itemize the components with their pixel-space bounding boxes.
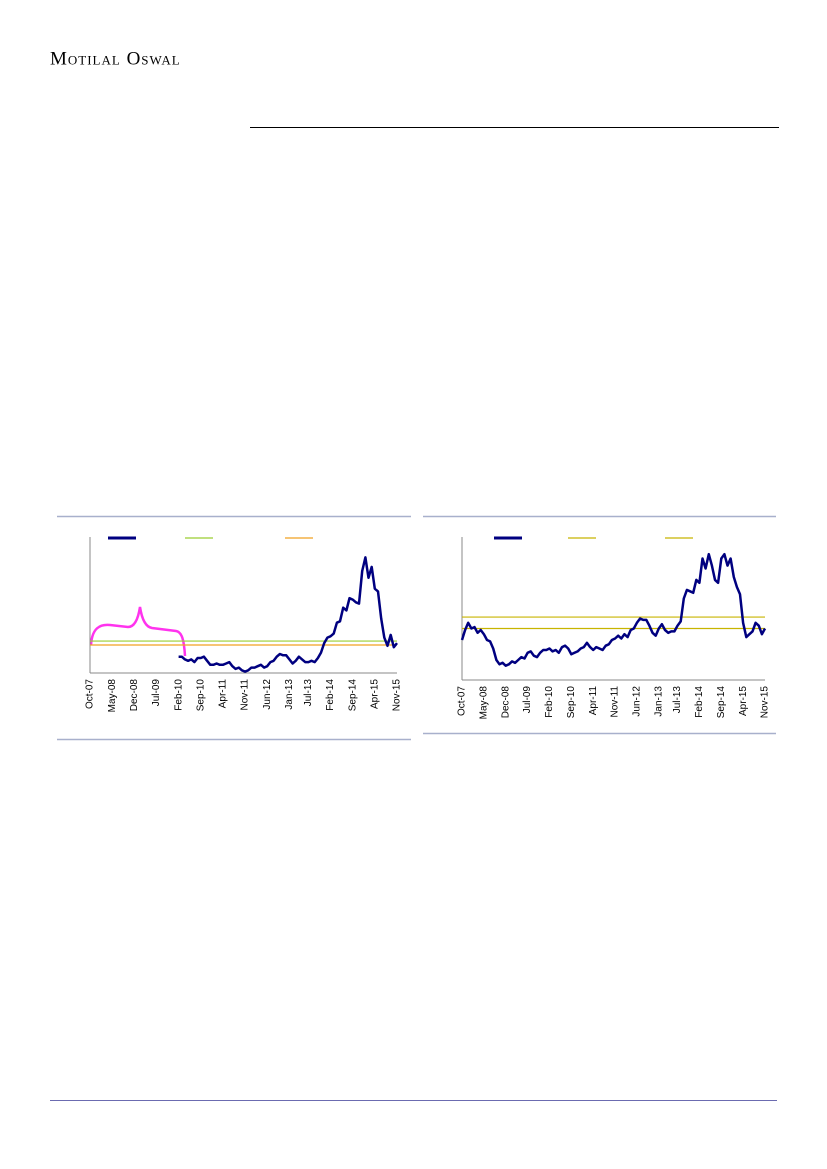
- x-tick-label: Nov-15: [392, 679, 403, 712]
- x-tick-label: Feb-10: [173, 679, 184, 711]
- data-line: [178, 556, 398, 673]
- x-tick-label: Sep-14: [347, 679, 358, 712]
- x-tick-label: Jul-09: [522, 686, 533, 714]
- x-tick-label: Oct-07: [457, 686, 468, 716]
- x-tick-label: Dec-08: [500, 686, 511, 719]
- x-tick-label: Feb-14: [694, 686, 705, 718]
- x-tick-label: Jul-09: [151, 679, 162, 707]
- x-tick-label: Apr-15: [738, 686, 749, 716]
- x-tick-label: May-08: [479, 686, 490, 720]
- x-tick-label: Apr-11: [588, 686, 599, 716]
- x-tick-label: May-08: [107, 679, 118, 713]
- x-tick-label: Sep-10: [195, 679, 206, 712]
- x-tick-label: Jul-13: [672, 686, 683, 714]
- x-tick-label: Nov-11: [240, 679, 251, 711]
- x-tick-label: Jul-13: [303, 679, 314, 707]
- x-tick-label: Feb-14: [325, 679, 336, 711]
- x-tick-label: Apr-11: [218, 679, 229, 709]
- brace-annotation: [89, 606, 187, 657]
- x-tick-label: Oct-07: [85, 679, 96, 709]
- x-tick-label: Nov-11: [610, 686, 621, 718]
- x-tick-label: Jan-13: [284, 679, 295, 710]
- x-tick-label: Jun-12: [262, 679, 273, 710]
- x-tick-label: Sep-14: [716, 686, 727, 719]
- x-tick-label: Nov-15: [760, 686, 771, 719]
- data-line: [460, 552, 767, 667]
- x-tick-label: Jan-13: [653, 686, 664, 717]
- x-tick-label: Feb-10: [544, 686, 555, 718]
- x-tick-label: Jun-12: [632, 686, 643, 717]
- x-tick-label: Dec-08: [129, 679, 140, 712]
- brand: Motilal Oswal: [50, 48, 181, 69]
- x-tick-label: Apr-15: [369, 679, 380, 709]
- x-tick-label: Sep-10: [566, 686, 577, 719]
